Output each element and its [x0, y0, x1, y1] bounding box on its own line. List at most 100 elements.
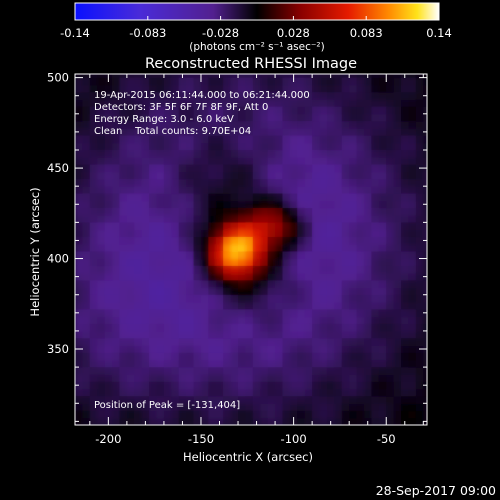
heatmap-cell [312, 229, 321, 238]
heatmap-cell [364, 330, 373, 339]
heatmap-cell [386, 142, 395, 151]
heatmap-cell [112, 374, 121, 383]
heatmap-cell [364, 186, 373, 195]
heatmap-cell [304, 417, 313, 425]
heatmap-pixel [401, 265, 416, 281]
colorbar-tick-label: -0.14 [60, 26, 90, 40]
heatmap-cell [341, 396, 350, 404]
heatmap-pixel [371, 74, 387, 78]
heatmap-cell [364, 388, 373, 397]
heatmap-pixel [149, 309, 164, 324]
heatmap-cell [401, 229, 410, 238]
heatmap-cell [208, 121, 217, 129]
heatmap-cell [334, 149, 343, 158]
heatmap-cell [200, 273, 209, 281]
heatmap-cell [297, 193, 306, 202]
heatmap-cell [82, 316, 91, 325]
heatmap-cell [267, 287, 276, 296]
heatmap-pixel [312, 396, 327, 411]
heatmap-pixel [312, 323, 327, 339]
heatmap-cell [141, 381, 150, 390]
heatmap-cell [319, 330, 328, 339]
heatmap-cell [260, 157, 269, 166]
heatmap-cell [238, 381, 247, 390]
heatmap-cell [193, 301, 202, 310]
heatmap-pixel [119, 149, 135, 165]
heatmap-cell [289, 258, 298, 267]
heatmap-cell [97, 74, 106, 79]
heatmap-cell [289, 251, 298, 260]
heatmap-cell [230, 200, 239, 209]
heatmap-cell [223, 309, 232, 318]
heatmap-cell [415, 186, 424, 195]
heatmap-cell [356, 178, 365, 187]
heatmap-cell [82, 244, 91, 252]
heatmap-cell [312, 388, 321, 397]
heatmap-cell [297, 186, 306, 195]
heatmap-pixel [208, 265, 224, 281]
heatmap-cell [386, 287, 395, 296]
heatmap-cell [112, 121, 121, 129]
heatmap-cell [423, 149, 427, 158]
heatmap-pixel [341, 410, 357, 425]
heatmap-cell [304, 287, 313, 296]
heatmap-cell [371, 345, 380, 354]
heatmap-cell [245, 207, 254, 216]
heatmap-pixel [415, 381, 427, 397]
heatmap-cell [401, 374, 410, 383]
heatmap-cell [289, 265, 298, 274]
heatmap-pixel [178, 410, 194, 425]
heatmap-cell [89, 186, 98, 195]
heatmap-cell [393, 301, 402, 310]
heatmap-pixel [401, 74, 416, 78]
heatmap-cell [245, 92, 254, 100]
heatmap-cell [349, 142, 358, 151]
heatmap-cell [267, 164, 276, 173]
heatmap-pixel [267, 251, 283, 266]
heatmap-cell [289, 92, 298, 100]
heatmap-cell [275, 345, 284, 354]
heatmap-cell [82, 330, 91, 339]
heatmap-cell [89, 316, 98, 325]
heatmap-cell [193, 121, 202, 129]
heatmap-cell [401, 352, 410, 361]
heatmap-cell [215, 367, 224, 375]
heatmap-cell [275, 316, 284, 325]
heatmap-pixel [252, 251, 268, 266]
heatmap-pixel [208, 323, 224, 339]
heatmap-pixel [326, 207, 342, 223]
heatmap-cell [319, 84, 328, 93]
heatmap-cell [193, 99, 202, 108]
heatmap-cell [319, 417, 328, 425]
heatmap-cell [341, 417, 350, 425]
heatmap-cell [245, 280, 254, 289]
heatmap-cell [112, 135, 121, 144]
heatmap-pixel [282, 352, 298, 368]
heatmap-cell [401, 294, 410, 303]
heatmap-pixel [89, 222, 105, 237]
heatmap-cell [178, 178, 187, 187]
heatmap-cell [356, 106, 365, 115]
heatmap-cell [386, 359, 395, 368]
heatmap-cell [230, 352, 239, 361]
heatmap-cell [252, 171, 261, 180]
heatmap-cell [178, 164, 187, 173]
plot-title: Reconstructed RHESSI Image [145, 56, 357, 72]
heatmap-cell [378, 121, 387, 129]
heatmap-cell [178, 258, 187, 267]
heatmap-cell [326, 338, 335, 346]
heatmap-cell [267, 178, 276, 187]
heatmap-cell [356, 403, 365, 412]
heatmap-cell [171, 74, 180, 79]
heatmap-cell [97, 294, 106, 303]
heatmap-cell [186, 417, 195, 425]
heatmap-cell [163, 294, 172, 303]
heatmap-cell [119, 287, 128, 296]
heatmap-pixel [104, 106, 120, 122]
heatmap-cell [75, 316, 84, 325]
heatmap-cell [126, 410, 135, 419]
heatmap-cell [319, 157, 328, 166]
heatmap-cell [297, 273, 306, 281]
heatmap-cell [134, 157, 143, 166]
heatmap-cell [349, 77, 358, 86]
